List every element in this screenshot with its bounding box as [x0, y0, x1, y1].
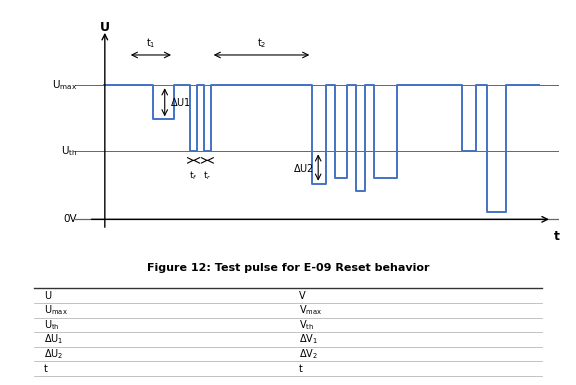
Text: U$_{\rm th}$: U$_{\rm th}$	[60, 144, 77, 158]
Text: U: U	[44, 291, 51, 301]
Text: $\Delta$U$_2$: $\Delta$U$_2$	[44, 347, 64, 361]
Text: U$_{\rm max}$: U$_{\rm max}$	[52, 79, 77, 92]
Text: t$_2$: t$_2$	[257, 36, 266, 50]
Text: $\Delta$V$_1$: $\Delta$V$_1$	[298, 333, 317, 346]
Text: U$_{\rm th}$: U$_{\rm th}$	[44, 318, 60, 332]
Text: $\Delta$U1: $\Delta$U1	[170, 96, 191, 108]
Text: $\Delta$U2: $\Delta$U2	[293, 162, 314, 174]
Text: U: U	[100, 20, 110, 33]
Text: t: t	[44, 364, 48, 374]
Text: Figure 12: Test pulse for E-09 Reset behavior: Figure 12: Test pulse for E-09 Reset beh…	[147, 263, 429, 273]
Text: U$_{\rm max}$: U$_{\rm max}$	[44, 303, 68, 317]
Text: V$_{\rm max}$: V$_{\rm max}$	[298, 303, 322, 317]
Text: $\Delta$U$_1$: $\Delta$U$_1$	[44, 333, 64, 346]
Text: t$_f$: t$_f$	[189, 169, 198, 182]
Text: V: V	[298, 291, 305, 301]
Text: $\Delta$V$_2$: $\Delta$V$_2$	[298, 347, 317, 361]
Text: 0V: 0V	[63, 214, 77, 224]
Text: t: t	[554, 230, 560, 243]
Text: t$_r$: t$_r$	[203, 169, 211, 182]
Text: t: t	[298, 364, 302, 374]
Text: V$_{\rm th}$: V$_{\rm th}$	[298, 318, 314, 332]
Text: t$_1$: t$_1$	[146, 36, 156, 50]
